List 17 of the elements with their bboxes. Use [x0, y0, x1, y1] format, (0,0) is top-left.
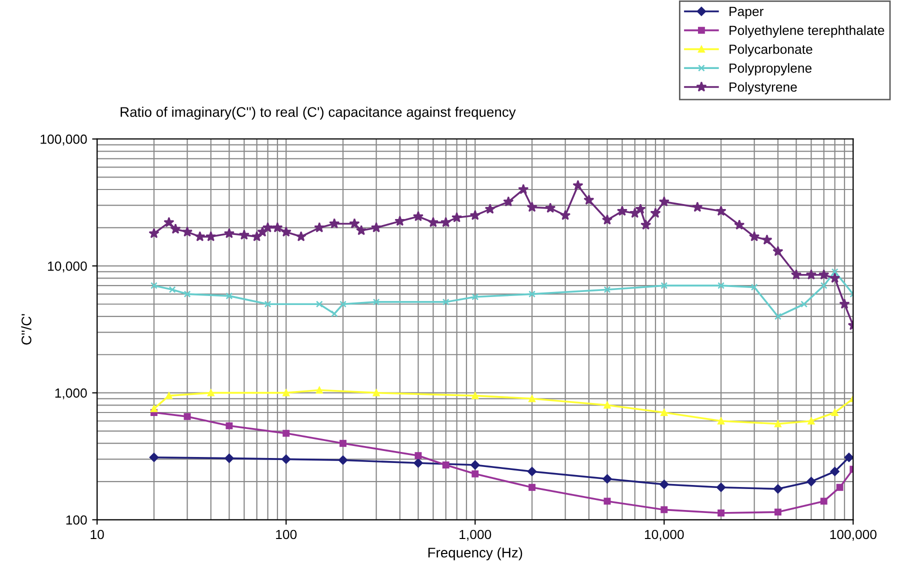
x-tick-label: 100	[276, 530, 297, 540]
legend-label: Polycarbonate	[730, 44, 812, 57]
x-tick-label: 100,000	[830, 530, 876, 541]
legend-label: Polyethylene terephthalate	[730, 25, 884, 38]
x-tick-label: 10,000	[644, 530, 684, 541]
y-tick-label: 100,000	[40, 134, 87, 146]
chart-title: Ratio of imaginary(C'') to real (C') capacitance against frequency	[120, 106, 516, 120]
x-axis-title: Frequency (Hz)	[428, 547, 522, 560]
legend-label: Polypropylene	[730, 63, 812, 76]
x-tick-label: 10	[90, 530, 104, 540]
y-tick-label: 100	[66, 515, 87, 525]
y-tick-label: 10,000	[48, 261, 87, 272]
legend-label: Paper	[730, 6, 764, 19]
x-tick-label: 1,000	[460, 530, 492, 541]
y-axis-title: C''/C'	[21, 314, 32, 345]
legend-label: Polystyrene	[730, 82, 797, 94]
y-tick-label: 1,000	[55, 388, 87, 400]
